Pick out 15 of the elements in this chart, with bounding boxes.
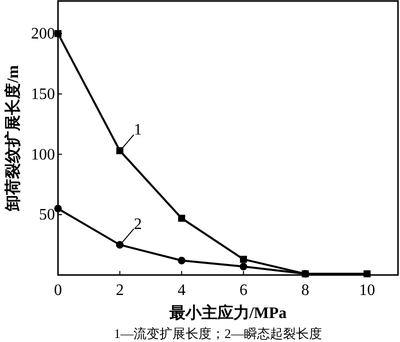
x-tick-label: 8 xyxy=(301,282,310,299)
x-tick-label: 0 xyxy=(54,282,62,299)
y-tick-label: 100 xyxy=(31,146,55,164)
x-axis-title: 最小主应力/MPa xyxy=(168,303,287,322)
x-tick-label: 10 xyxy=(359,282,376,299)
y-tick-label: 50 xyxy=(39,206,55,224)
x-tick-label: 2 xyxy=(116,282,124,299)
y-axis-title: 卸荷裂纹扩展长度/m xyxy=(3,64,22,212)
x-tick-label: 6 xyxy=(239,282,248,299)
x-tick-label: 4 xyxy=(178,282,186,299)
series-label: 1 xyxy=(134,122,142,139)
text: 1—流变扩展长度；2—瞬态起裂长度 xyxy=(114,326,322,341)
y-tick-label: 200 xyxy=(31,26,55,43)
y-tick-label: 150 xyxy=(31,86,55,103)
series-label: 2 xyxy=(134,216,142,233)
